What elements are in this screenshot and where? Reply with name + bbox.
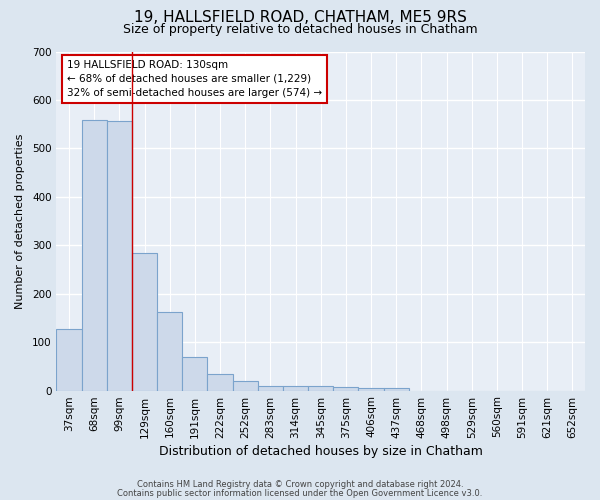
Bar: [56, 329, 82, 390]
Text: 19 HALLSFIELD ROAD: 130sqm
← 68% of detached houses are smaller (1,229)
32% of s: 19 HALLSFIELD ROAD: 130sqm ← 68% of deta…: [67, 60, 322, 98]
Bar: [383, 388, 409, 390]
Text: Size of property relative to detached houses in Chatham: Size of property relative to detached ho…: [122, 22, 478, 36]
Bar: [308, 386, 334, 390]
X-axis label: Distribution of detached houses by size in Chatham: Distribution of detached houses by size …: [159, 444, 482, 458]
Y-axis label: Number of detached properties: Number of detached properties: [15, 134, 25, 308]
Bar: [233, 381, 258, 390]
Text: 19, HALLSFIELD ROAD, CHATHAM, ME5 9RS: 19, HALLSFIELD ROAD, CHATHAM, ME5 9RS: [134, 10, 466, 25]
Bar: [132, 253, 157, 390]
Bar: [283, 386, 308, 390]
Bar: [258, 386, 283, 390]
Text: Contains public sector information licensed under the Open Government Licence v3: Contains public sector information licen…: [118, 488, 482, 498]
Bar: [208, 374, 233, 390]
Bar: [182, 357, 208, 390]
Bar: [358, 388, 383, 390]
Text: Contains HM Land Registry data © Crown copyright and database right 2024.: Contains HM Land Registry data © Crown c…: [137, 480, 463, 489]
Bar: [82, 120, 107, 390]
Bar: [157, 312, 182, 390]
Bar: [107, 122, 132, 390]
Bar: [334, 387, 358, 390]
